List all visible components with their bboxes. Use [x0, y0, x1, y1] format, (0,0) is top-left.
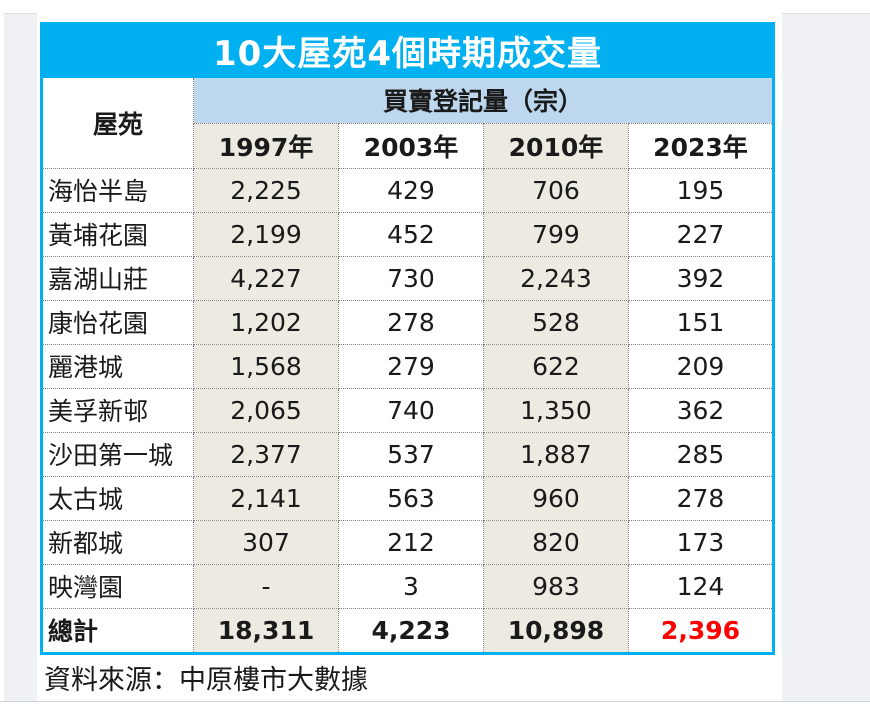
year-header-row: 1997年 2003年 2010年 2023年: [42, 123, 775, 169]
value-2010: 1,350: [482, 387, 629, 433]
value-1997: 1,568: [193, 343, 339, 389]
value-1997: 2,225: [193, 167, 339, 213]
value-1997: 2,377: [193, 431, 339, 477]
estate-name: 太古城: [40, 475, 195, 521]
value-2010: 2,243: [482, 255, 629, 301]
table-row: 海怡半島 2,225 429 706 195: [40, 167, 775, 213]
value-2023: 362: [627, 387, 775, 433]
estate-name: 美孚新邨: [40, 387, 195, 433]
estate-name: 嘉湖山莊: [40, 255, 195, 301]
value-2003: 537: [338, 431, 484, 477]
transactions-table: 10大屋苑4個時期成交量 屋苑 買賣登記量（宗） 1997年 2003年 201…: [40, 22, 775, 655]
column-header-2003: 2003年: [338, 123, 484, 169]
table-row: 麗港城 1,568 279 622 209: [40, 343, 775, 389]
value-2003: 730: [338, 255, 484, 301]
column-header-2010: 2010年: [482, 123, 629, 169]
title-row: 10大屋苑4個時期成交量: [41, 22, 774, 78]
right-gutter-panel: [782, 13, 870, 701]
table-row: 太古城 2,141 563 960 278: [40, 475, 775, 521]
value-2010: 820: [482, 519, 629, 565]
table-row: 沙田第一城 2,377 537 1,887 285: [40, 431, 775, 477]
value-2003: 740: [338, 387, 484, 433]
value-1997: -: [193, 563, 339, 609]
value-2023: 227: [627, 211, 775, 257]
value-2023: 392: [627, 255, 775, 301]
estate-name: 麗港城: [40, 343, 195, 389]
total-label: 總計: [40, 607, 195, 654]
estate-name: 映灣園: [40, 563, 195, 609]
value-1997: 2,065: [193, 387, 339, 433]
estate-name: 黃埔花園: [40, 211, 195, 257]
total-2003: 4,223: [338, 607, 484, 654]
value-1997: 4,227: [193, 255, 339, 301]
estate-column-header: 屋苑: [41, 78, 195, 169]
table-row: 黃埔花園 2,199 452 799 227: [40, 211, 775, 257]
estate-name: 海怡半島: [40, 167, 195, 213]
value-2023: 278: [627, 475, 775, 521]
value-2010: 799: [482, 211, 629, 257]
value-2010: 528: [482, 299, 629, 345]
table-row: 映灣園 - 3 983 124: [40, 563, 775, 609]
table-row: 嘉湖山莊 4,227 730 2,243 392: [40, 255, 775, 301]
value-2023: 285: [627, 431, 775, 477]
total-2010: 10,898: [482, 607, 629, 654]
value-2003: 452: [338, 211, 484, 257]
value-2003: 563: [338, 475, 484, 521]
registrations-group-header: 買賣登記量（宗）: [193, 78, 774, 124]
total-row: 總計 18,311 4,223 10,898 2,396: [40, 607, 775, 654]
total-1997: 18,311: [193, 607, 339, 654]
value-2023: 124: [627, 563, 775, 609]
data-source-note: 資料來源：中原樓市大數據: [44, 664, 368, 696]
value-1997: 2,141: [193, 475, 339, 521]
value-2023: 209: [627, 343, 775, 389]
table-infographic: 10大屋苑4個時期成交量 屋苑 買賣登記量（宗） 1997年 2003年 201…: [40, 22, 775, 697]
value-1997: 1,202: [193, 299, 339, 345]
total-2023-highlighted: 2,396: [627, 607, 775, 654]
column-header-2023: 2023年: [627, 123, 775, 169]
value-2010: 706: [482, 167, 629, 213]
group-header-row: 屋苑 買賣登記量（宗）: [41, 78, 774, 169]
value-2023: 173: [627, 519, 775, 565]
estate-name: 沙田第一城: [40, 431, 195, 477]
value-2010: 622: [482, 343, 629, 389]
value-2003: 429: [338, 167, 484, 213]
table-row: 美孚新邨 2,065 740 1,350 362: [40, 387, 775, 433]
value-2010: 1,887: [482, 431, 629, 477]
value-2003: 3: [338, 563, 484, 609]
value-2003: 279: [338, 343, 484, 389]
page-bottom-divider: [0, 701, 870, 702]
estate-name: 新都城: [40, 519, 195, 565]
value-2023: 151: [627, 299, 775, 345]
table-row: 新都城 307 212 820 173: [40, 519, 775, 565]
table-row: 康怡花園 1,202 278 528 151: [40, 299, 775, 345]
table-title: 10大屋苑4個時期成交量: [41, 22, 774, 78]
value-2003: 278: [338, 299, 484, 345]
value-2010: 960: [482, 475, 629, 521]
column-header-1997: 1997年: [193, 123, 339, 169]
value-2023: 195: [627, 167, 775, 213]
value-1997: 2,199: [193, 211, 339, 257]
value-2010: 983: [482, 563, 629, 609]
value-1997: 307: [193, 519, 339, 565]
value-2003: 212: [338, 519, 484, 565]
left-gutter-panel: [4, 13, 37, 701]
estate-name: 康怡花園: [40, 299, 195, 345]
